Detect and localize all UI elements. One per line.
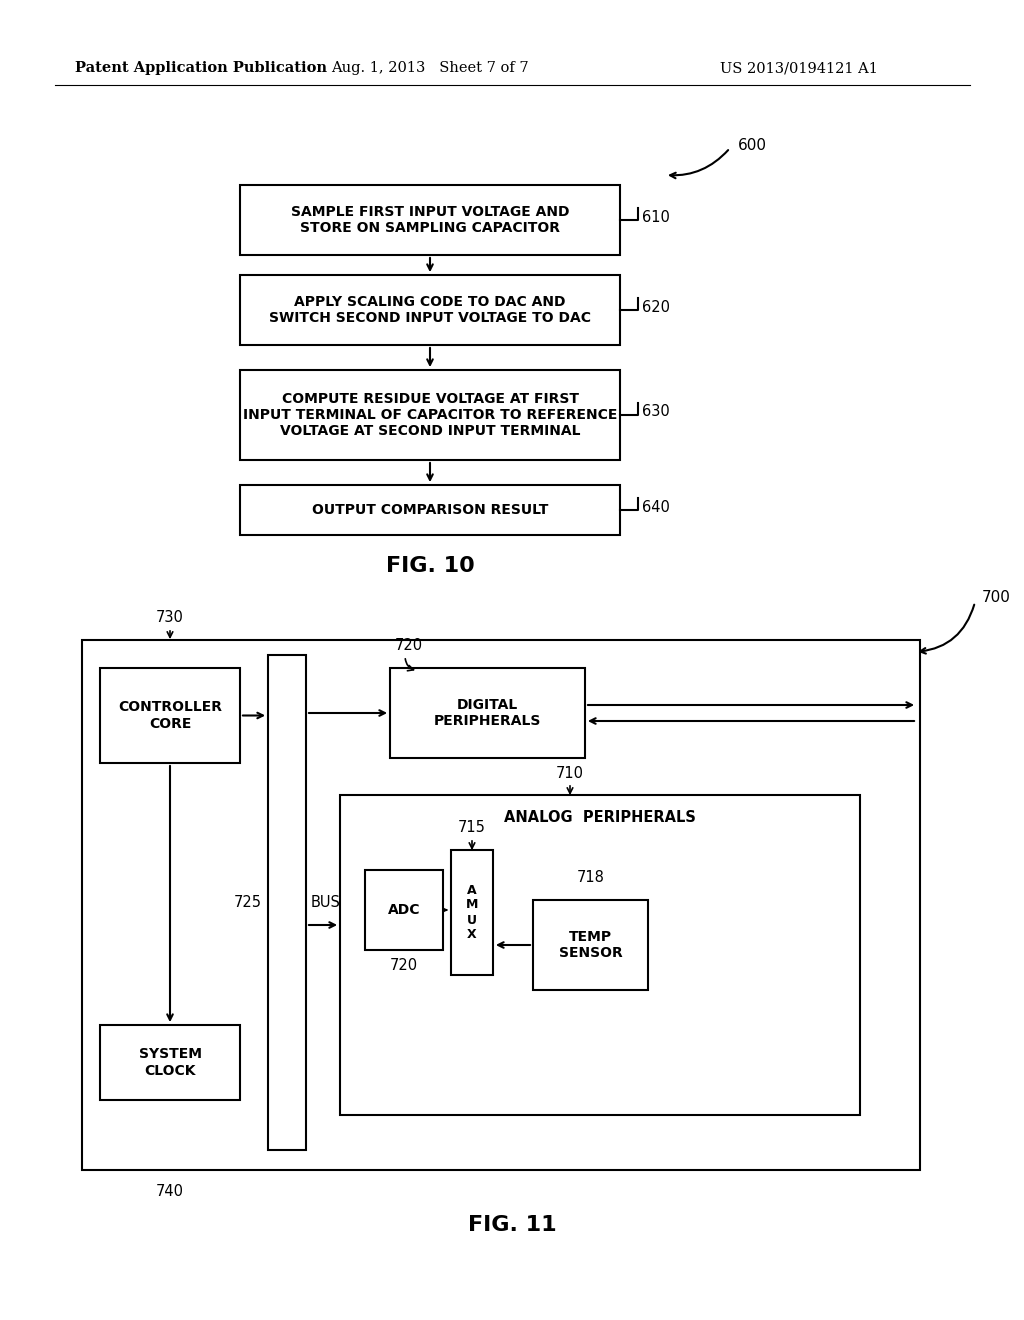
Text: 720: 720 (395, 639, 423, 653)
Text: OUTPUT COMPARISON RESULT: OUTPUT COMPARISON RESULT (312, 503, 548, 517)
Text: A
M
U
X: A M U X (466, 883, 478, 941)
Text: Patent Application Publication: Patent Application Publication (75, 61, 327, 75)
Text: US 2013/0194121 A1: US 2013/0194121 A1 (720, 61, 878, 75)
Text: APPLY SCALING CODE TO DAC AND
SWITCH SECOND INPUT VOLTAGE TO DAC: APPLY SCALING CODE TO DAC AND SWITCH SEC… (269, 294, 591, 325)
Text: TEMP
SENSOR: TEMP SENSOR (559, 929, 623, 960)
Text: COMPUTE RESIDUE VOLTAGE AT FIRST
INPUT TERMINAL OF CAPACITOR TO REFERENCE
VOLTAG: COMPUTE RESIDUE VOLTAGE AT FIRST INPUT T… (243, 392, 617, 438)
Text: 710: 710 (556, 766, 584, 780)
Text: 718: 718 (577, 870, 604, 886)
Text: Aug. 1, 2013   Sheet 7 of 7: Aug. 1, 2013 Sheet 7 of 7 (331, 61, 528, 75)
Text: FIG. 10: FIG. 10 (386, 556, 474, 576)
FancyBboxPatch shape (240, 484, 620, 535)
Text: 630: 630 (642, 404, 670, 420)
Text: ANALOG  PERIPHERALS: ANALOG PERIPHERALS (504, 809, 696, 825)
Text: 640: 640 (642, 499, 670, 515)
Text: BUS: BUS (311, 895, 341, 909)
Text: 720: 720 (390, 958, 418, 974)
Text: DIGITAL
PERIPHERALS: DIGITAL PERIPHERALS (434, 698, 542, 729)
Text: 610: 610 (642, 210, 670, 224)
FancyBboxPatch shape (100, 668, 240, 763)
Text: 620: 620 (642, 300, 670, 314)
FancyBboxPatch shape (451, 850, 493, 975)
Text: SAMPLE FIRST INPUT VOLTAGE AND
STORE ON SAMPLING CAPACITOR: SAMPLE FIRST INPUT VOLTAGE AND STORE ON … (291, 205, 569, 235)
FancyBboxPatch shape (240, 185, 620, 255)
FancyBboxPatch shape (240, 370, 620, 459)
FancyBboxPatch shape (100, 1026, 240, 1100)
Text: 700: 700 (982, 590, 1011, 606)
FancyBboxPatch shape (340, 795, 860, 1115)
FancyBboxPatch shape (268, 655, 306, 1150)
Text: 740: 740 (156, 1184, 184, 1200)
Text: 600: 600 (738, 137, 767, 153)
Text: FIG. 11: FIG. 11 (468, 1214, 556, 1236)
FancyBboxPatch shape (240, 275, 620, 345)
FancyBboxPatch shape (82, 640, 920, 1170)
Text: ADC: ADC (388, 903, 420, 917)
FancyBboxPatch shape (365, 870, 443, 950)
Text: CONTROLLER
CORE: CONTROLLER CORE (118, 701, 222, 730)
Text: 725: 725 (234, 895, 262, 909)
Text: SYSTEM
CLOCK: SYSTEM CLOCK (138, 1047, 202, 1077)
Text: 730: 730 (156, 610, 184, 626)
Text: 715: 715 (458, 821, 486, 836)
FancyBboxPatch shape (534, 900, 648, 990)
FancyBboxPatch shape (390, 668, 585, 758)
